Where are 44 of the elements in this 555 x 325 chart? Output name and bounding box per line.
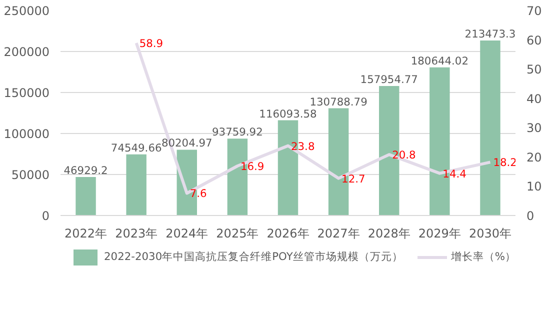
bar xyxy=(76,177,96,216)
data-label: 58.9 xyxy=(139,37,164,50)
y-tick-label: 100000 xyxy=(4,127,50,141)
x-tick-label: 2026年 xyxy=(266,226,310,240)
y2-tick-label: 10 xyxy=(526,180,542,194)
y-tick-label: 0 xyxy=(42,209,50,223)
y2-tick-label: 50 xyxy=(526,62,542,77)
y-tick-label: 250000 xyxy=(4,4,50,18)
data-label: 93759.92 xyxy=(212,126,263,139)
x-tick-label: 2028年 xyxy=(368,226,410,240)
data-label: 23.8 xyxy=(291,140,315,153)
data-label: 16.9 xyxy=(240,160,264,174)
data-label: 80204.97 xyxy=(161,136,212,150)
legend-label: 2022-2030年中国高抗压复合纤维POY丝管市场规模（万元） xyxy=(104,250,403,264)
data-label: 180644.02 xyxy=(410,54,468,68)
data-label: 20.8 xyxy=(392,148,416,162)
y2-tick-label: 30 xyxy=(526,121,542,136)
legend-label: 增长率（%） xyxy=(450,250,516,264)
x-tick-label: 2022年 xyxy=(64,226,108,240)
x-tick-label: 2027年 xyxy=(317,226,360,240)
y-tick-label: 50000 xyxy=(11,168,50,182)
bar xyxy=(126,154,146,216)
y2-tick-label: 40 xyxy=(526,92,542,106)
x-tick-label: 2024年 xyxy=(166,226,208,240)
data-label: 46929.2 xyxy=(64,164,108,178)
y2-tick-label: 20 xyxy=(526,150,542,164)
data-label: 213473.3 xyxy=(464,27,516,40)
x-tick-label: 2029年 xyxy=(418,226,461,240)
x-tick-label: 2023年 xyxy=(115,226,158,240)
data-label: 14.4 xyxy=(442,167,467,180)
x-tick-label: 2025年 xyxy=(216,226,259,240)
x-tick-label: 2030年 xyxy=(468,226,512,240)
data-label: 116093.58 xyxy=(259,107,318,120)
data-label: 12.7 xyxy=(342,172,366,186)
y-tick-label: 200000 xyxy=(4,45,50,59)
y2-tick-label: 60 xyxy=(526,33,542,48)
y2-tick-label: 0 xyxy=(526,209,534,223)
data-label: 130788.79 xyxy=(310,95,368,108)
data-label: 18.2 xyxy=(493,156,517,170)
data-label: 7.6 xyxy=(190,187,208,200)
data-label: 157954.77 xyxy=(360,72,418,86)
y2-tick-label: 70 xyxy=(526,4,542,18)
y-tick-label: 150000 xyxy=(4,86,50,100)
data-label: 74549.66 xyxy=(110,141,162,154)
